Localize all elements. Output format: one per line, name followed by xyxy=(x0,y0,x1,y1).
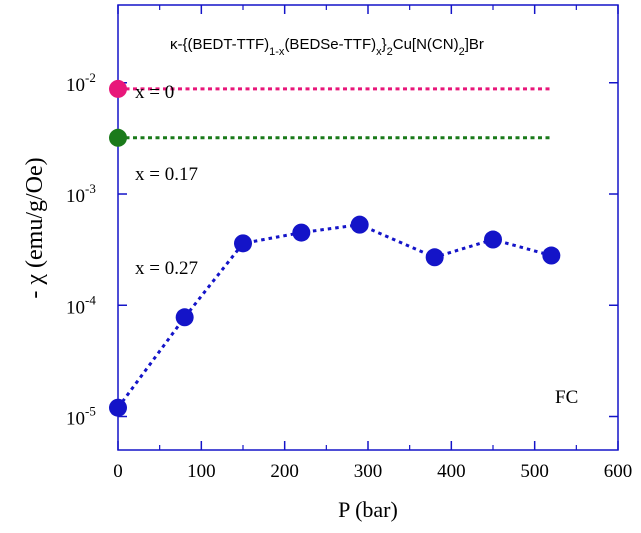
title-sub-3: 2 xyxy=(387,46,393,58)
y-tick-label: 10-5 xyxy=(66,404,96,430)
annotation-fc: FC xyxy=(555,387,578,408)
series-layer xyxy=(109,79,561,417)
x-tick-label: 100 xyxy=(187,461,216,482)
title-part-mid2: } xyxy=(382,36,387,53)
data-point xyxy=(425,248,444,267)
x-tick-label: 400 xyxy=(437,461,466,482)
y-tick-label: 10-4 xyxy=(66,292,96,318)
x-tick-label: 500 xyxy=(520,461,549,482)
chart-title: κ-{(BEDT-TTF)1-x(BEDSe-TTF)x}2Cu[N(CN)2]… xyxy=(170,36,484,58)
series-label-x027: x = 0.27 xyxy=(135,258,198,279)
data-point xyxy=(542,246,561,265)
series-line-2 xyxy=(116,223,552,409)
title-sub-2: x xyxy=(376,46,382,58)
x-tick-label: 200 xyxy=(270,461,299,482)
data-point xyxy=(350,215,369,234)
data-point xyxy=(292,223,311,242)
title-sub-4: 2 xyxy=(459,46,465,58)
series-label-x017: x = 0.17 xyxy=(135,164,198,185)
y-axis-ticks: 10-5 10-4 10-3 10-2 xyxy=(66,70,618,430)
y-tick-label: 10-3 xyxy=(66,181,96,207)
y-tick-label: 10-2 xyxy=(66,70,96,96)
data-point xyxy=(175,308,194,327)
x-tick-label: 0 xyxy=(113,461,123,482)
data-point xyxy=(234,234,252,253)
x-axis-label: P (bar) xyxy=(338,497,398,522)
title-part-mid3: Cu[N(CN) xyxy=(393,36,459,53)
title-part-end: ]Br xyxy=(465,36,484,53)
title-part-mid1: (BEDSe-TTF) xyxy=(284,36,376,53)
title-sub-1: 1-x xyxy=(269,46,285,58)
data-point xyxy=(109,398,127,417)
x-tick-label: 300 xyxy=(354,461,383,482)
series-label-x0: x = 0 xyxy=(135,82,174,103)
data-point xyxy=(109,128,127,147)
x-tick-label: 600 xyxy=(604,461,633,482)
title-part-kappa: κ-{(BEDT-TTF) xyxy=(170,36,269,53)
y-axis-label: - χ (emu/g/Oe) xyxy=(22,157,48,298)
data-point xyxy=(109,79,127,98)
data-point xyxy=(484,230,502,249)
x-axis-ticks: 0 100 200 300 400 500 600 xyxy=(113,5,632,482)
